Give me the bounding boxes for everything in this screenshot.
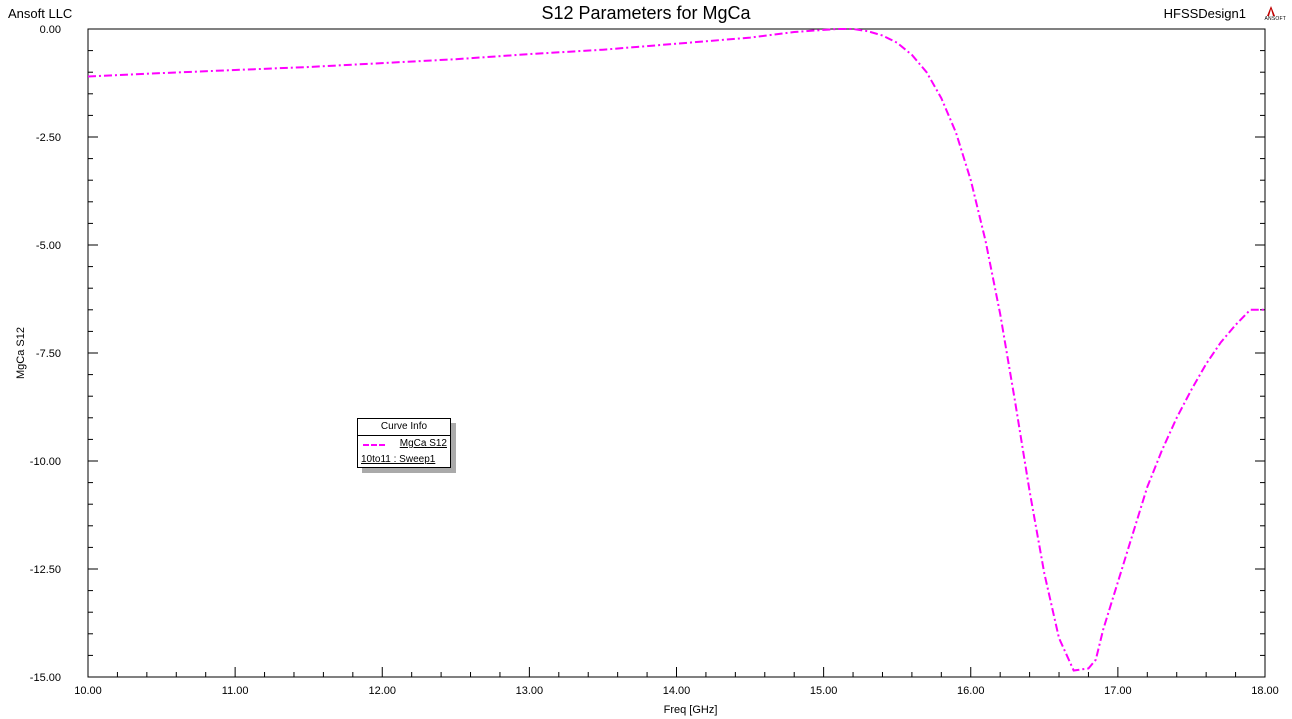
y-axis-label: MgCa S12 [15, 327, 27, 379]
legend-context-label: 10to11 : Sweep1 [361, 454, 436, 465]
legend-line-sample [363, 444, 385, 446]
y-tick-label: -12.50 [30, 564, 61, 576]
legend-series-label: MgCa S12 [399, 438, 447, 449]
chart-title: S12 Parameters for MgCa [541, 3, 751, 23]
axes [87, 28, 1266, 678]
x-tick-label: 17.00 [1104, 685, 1132, 697]
labels: 10.00 11.00 12.00 13.00 14.00 15.00 16.00 17.00… [15, 24, 1279, 716]
company-label: Ansoft LLC [8, 6, 73, 21]
y-tick-label: -10.00 [30, 456, 61, 468]
curves [87, 28, 1265, 672]
x-tick-label: 11.00 [222, 685, 249, 697]
y-tick-label: -7.50 [36, 348, 61, 360]
x-tick-label: 14.00 [663, 685, 691, 697]
plot-frame [87, 28, 1266, 678]
x-tick-label: 10.00 [74, 685, 102, 697]
logo-text: ANSOFT [1264, 16, 1286, 22]
series-line-0 [87, 28, 1265, 672]
x-tick-label: 16.00 [957, 685, 985, 697]
legend-title: Curve Info [358, 419, 450, 436]
y-tick-label: -15.00 [30, 672, 61, 684]
design-name: HFSSDesign1 [1163, 6, 1246, 21]
x-axis-label: Freq [GHz] [664, 704, 718, 716]
x-tick-label: 15.00 [810, 685, 838, 697]
x-tick-label: 12.00 [368, 685, 396, 697]
x-tick-label: 18.00 [1251, 685, 1279, 697]
y-tick-label: -2.50 [36, 132, 61, 144]
ansoft-logo-icon [1267, 6, 1275, 16]
x-tick-label: 13.00 [516, 685, 544, 697]
legend-entry[interactable]: MgCa S12 [358, 438, 450, 452]
curve-info-legend[interactable]: Curve Info MgCa S12 10to11 : Sweep1 [357, 418, 451, 468]
y-tick-label: 0.00 [40, 24, 61, 36]
y-tick-label: -5.00 [36, 240, 61, 252]
